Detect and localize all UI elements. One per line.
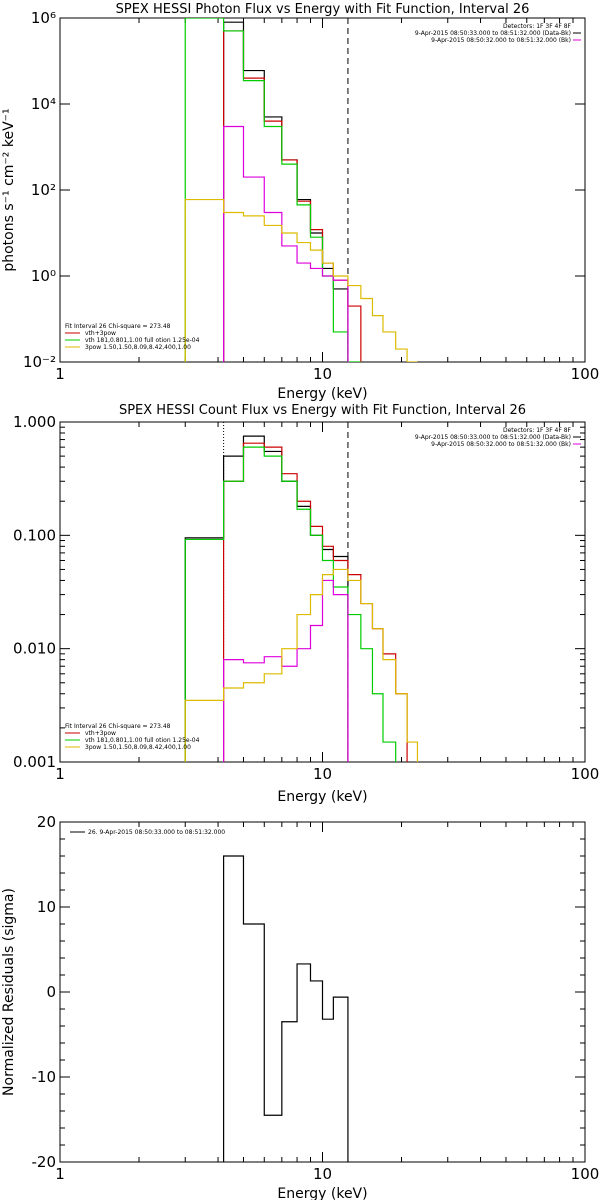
fit-info-line: Fit Interval 26 Chi-square = 273.48 (65, 723, 171, 730)
x-tick-label: 10 (313, 365, 332, 383)
x-tick-label: 1 (55, 765, 65, 783)
y-tick-label: 0 (46, 983, 56, 1001)
x-ticks (59, 822, 586, 1162)
x-axis-label: Energy (keV) (277, 1186, 367, 1200)
data-layer (223, 855, 349, 1162)
data-layer (184, 422, 419, 762)
y-ticks (60, 421, 585, 763)
y-tick-label: 20 (37, 813, 56, 831)
plot-frame (59, 17, 586, 363)
y-tick-label: 1.000 (13, 413, 56, 431)
x-tick-label: 100 (571, 365, 600, 383)
series-line-2 (223, 442, 408, 762)
x-tick-label: 10 (313, 1165, 332, 1183)
chart-title: SPEX HESSI Photon Flux vs Energy with Fi… (116, 2, 530, 17)
y-tick-label: 0.100 (13, 526, 56, 544)
chart-panel-1: SPEX HESSI Photon Flux vs Energy with Fi… (1, 2, 599, 402)
y-tick-label: 0.010 (13, 640, 56, 658)
y-axis-label: Normalized Residuals (sigma) (1, 888, 17, 1096)
x-tick-label: 1 (55, 1165, 65, 1183)
x-tick-label: 10 (313, 765, 332, 783)
fit-info-line: 3pow 1.50,1.50,8.09,8.42,400,1.00 (85, 344, 191, 351)
series-line-3 (184, 446, 397, 762)
y-tick-label: 10⁴ (31, 95, 56, 113)
y-tick-label: 0.001 (13, 753, 56, 771)
x-tick-label: 1 (55, 365, 65, 383)
chart-panel-3: 1 10 100 -20 -10 0 10 20 Energy (keV) Normalized … (1, 813, 600, 1202)
series-line-4 (223, 579, 349, 762)
chart-title: SPEX HESSI Count Flux vs Energy with Fit… (119, 403, 526, 418)
y-tick-label: 10⁰ (31, 267, 56, 285)
y-tick-label: 10² (31, 181, 56, 199)
header-line: 9-Apr-2015 08:50:32.000 to 08:51:32.000 … (431, 37, 571, 44)
series-line-1 (223, 21, 349, 362)
y-ticks (60, 821, 585, 1163)
x-ticks (59, 18, 586, 362)
x-tick-label: 100 (571, 1165, 600, 1183)
header-line: 9-Apr-2015 08:50:33.000 to 08:51:32.000 … (415, 30, 571, 37)
fit-info-line: vth 181,0.801,1.00 full otion 1.25e-04 (85, 337, 200, 344)
fit-info-line: vth+3pow (85, 330, 116, 337)
fit-info-line: 3pow 1.50,1.50,8.09,8.42,400,1.00 (85, 744, 191, 751)
series-line-1 (184, 435, 349, 762)
fit-info-line: Fit Interval 26 Chi-square = 273.48 (65, 323, 171, 330)
y-tick-label: -20 (32, 1153, 57, 1171)
y-ticks (60, 17, 585, 363)
header-line: Detectors: 1F 3F 4F 8F (503, 427, 572, 434)
data-layer (184, 18, 418, 362)
header-line: 9-Apr-2015 08:50:33.000 to 08:51:32.000 … (415, 434, 571, 441)
fit-info-line: vth+3pow (85, 730, 116, 737)
y-tick-label: 10⁶ (31, 9, 56, 27)
y-axis-label: photons s⁻¹ cm⁻² keV⁻¹ (1, 108, 17, 271)
series-line-1 (223, 855, 349, 1162)
x-axis-label: Energy (keV) (277, 789, 367, 805)
x-tick-label: 100 (571, 765, 600, 783)
header-line: 9-Apr-2015 08:50:32.000 to 08:51:32.000 … (431, 441, 571, 448)
fit-info-line: vth 181,0.801,1.00 full otion 1.25e-04 (85, 737, 200, 744)
header-line: Detectors: 1F 3F 4F 8F (503, 23, 572, 30)
series-line-3 (184, 18, 361, 362)
y-tick-label: -10 (32, 1068, 57, 1086)
y-tick-label: 10⁻² (23, 353, 56, 371)
x-axis-label: Energy (keV) (277, 386, 367, 402)
chart-panel-2: SPEX HESSI Count Flux vs Energy with Fit… (13, 403, 599, 805)
series-line-5 (184, 198, 418, 362)
legend-label: 26. 9-Apr-2015 08:50:33.000 to 08:51:32.… (88, 829, 225, 836)
series-line-5 (184, 568, 419, 762)
series-line-4 (223, 125, 349, 362)
y-tick-label: 10 (37, 898, 56, 916)
